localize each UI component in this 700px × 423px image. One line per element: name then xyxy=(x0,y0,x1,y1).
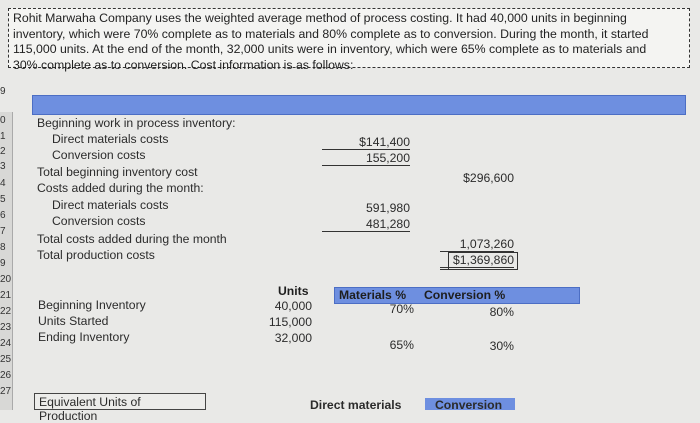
row-number: 3 xyxy=(0,161,6,172)
total-added-value: 1,073,260 xyxy=(440,237,514,252)
dm-cost-value: $141,400 xyxy=(322,135,410,150)
total-beginning-value: $296,600 xyxy=(463,171,514,185)
beginning-wip-label: Beginning work in process inventory: xyxy=(37,116,236,130)
total-beginning-label: Total beginning inventory cost xyxy=(37,165,198,179)
costs-added-label: Costs added during the month: xyxy=(37,181,204,195)
row-number: 7 xyxy=(0,226,6,237)
conversion-header-label: Conversion xyxy=(435,398,503,410)
conversion-header: Conversion % xyxy=(424,288,506,302)
conversion-header-cell: Conversion xyxy=(425,398,515,410)
header-bar xyxy=(32,95,686,115)
row-number: 23 xyxy=(0,322,12,333)
cc-cost-value: 155,200 xyxy=(322,151,410,166)
beginning-inventory-conversion: 80% xyxy=(489,305,514,319)
ending-inventory-materials: 65% xyxy=(389,338,414,352)
materials-header: Materials % xyxy=(339,288,407,302)
selected-cell-outline xyxy=(448,252,518,270)
units-started-label: Units Started xyxy=(38,314,109,328)
row-number: 25 xyxy=(0,354,12,365)
beginning-inventory-units: 40,000 xyxy=(274,299,312,313)
total-added-label: Total costs added during the month xyxy=(37,232,227,246)
problem-line: 30% complete as to conversion. Cost info… xyxy=(13,57,354,72)
dm-added-value: 591,980 xyxy=(365,201,410,215)
row-number: 9 xyxy=(0,258,6,269)
row-number: 2 xyxy=(0,146,6,157)
units-header: Units xyxy=(278,284,309,298)
ending-inventory-label: Ending Inventory xyxy=(38,330,130,344)
row-number: 9 xyxy=(0,86,6,97)
row-number: 26 xyxy=(0,370,12,381)
total-production-label: Total production costs xyxy=(37,248,155,262)
row-number: 20 xyxy=(0,274,12,285)
row-number: 22 xyxy=(0,306,12,317)
cc-cost-label: Conversion costs xyxy=(52,148,146,162)
row-number: 21 xyxy=(0,290,12,301)
row-number: 24 xyxy=(0,338,12,349)
total-production-value: $1,369,860 xyxy=(440,253,514,270)
ending-inventory-conversion: 30% xyxy=(489,339,514,353)
dm-added-label: Direct materials costs xyxy=(52,198,169,212)
cc-added-label: Conversion costs xyxy=(52,214,146,228)
row-number-gutter: 9 0 1 2 3 4 5 6 7 8 9 20 21 22 23 24 25 … xyxy=(0,86,13,410)
row-number: 5 xyxy=(0,194,6,205)
ending-inventory-units: 32,000 xyxy=(274,331,312,345)
problem-line: 115,000 units. At the end of the month, … xyxy=(13,42,647,56)
row-number: 8 xyxy=(0,242,6,253)
direct-materials-header: Direct materials xyxy=(310,398,402,412)
problem-line: inventory, which were 70% complete as to… xyxy=(13,26,649,41)
units-header-bar xyxy=(334,287,580,304)
dm-cost-label: Direct materials costs xyxy=(52,132,169,146)
problem-line: Rohit Marwaha Company uses the weighted … xyxy=(13,11,627,25)
row-number: 0 xyxy=(0,115,6,126)
cc-added-value: 481,280 xyxy=(322,217,410,232)
row-number: 27 xyxy=(0,386,12,397)
beginning-inventory-label: Beginning Inventory xyxy=(38,298,146,312)
row-number: 4 xyxy=(0,178,6,189)
row-number: 6 xyxy=(0,210,6,221)
units-started-units: 115,000 xyxy=(268,315,312,329)
equivalent-units-cell: Equivalent Units of Production xyxy=(34,393,206,423)
row-number: 1 xyxy=(0,131,6,142)
beginning-inventory-materials: 70% xyxy=(389,302,414,316)
problem-statement: Rohit Marwaha Company uses the weighted … xyxy=(8,8,690,72)
